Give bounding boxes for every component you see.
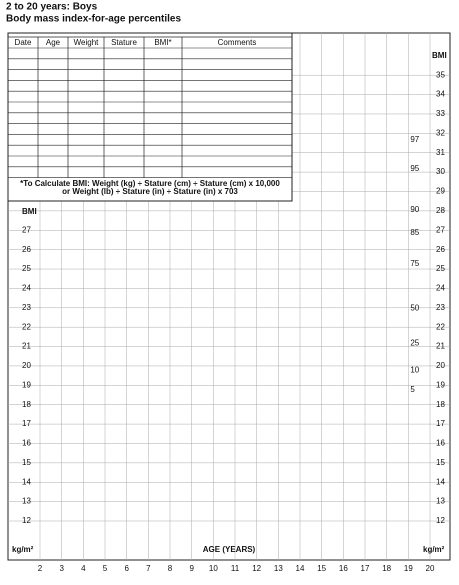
- x-tick-label: 4: [81, 564, 86, 573]
- y-tick-label-right: 32: [436, 128, 445, 137]
- curve-label: 97: [410, 135, 419, 144]
- x-tick-label: 10: [209, 564, 218, 573]
- x-tick-label: 13: [274, 564, 283, 573]
- x-tick-label: 3: [59, 564, 64, 573]
- y-unit: kg/m²: [12, 545, 34, 554]
- y-tick-label-right: 15: [436, 458, 445, 467]
- y-unit-right: kg/m²: [423, 545, 445, 554]
- y-tick-label-right: 13: [436, 497, 445, 506]
- curve-label: 50: [410, 304, 419, 313]
- x-tick-label: 20: [426, 564, 435, 573]
- y-tick-label-right: 26: [436, 245, 445, 254]
- y-tick-label-right: 35: [436, 70, 445, 79]
- curve-label: 95: [410, 164, 419, 173]
- x-tick-label: 17: [361, 564, 370, 573]
- y-tick-label: 27: [22, 225, 31, 234]
- curve-label: 10: [410, 366, 419, 375]
- curve-label: 85: [410, 228, 419, 237]
- y-tick-label-right: 33: [436, 109, 445, 118]
- y-tick-label: 25: [22, 264, 31, 273]
- y-tick-label-right: 12: [436, 516, 445, 525]
- y-axis-label: BMI: [22, 207, 37, 216]
- x-tick-label: 2: [38, 564, 43, 573]
- x-tick-label: 19: [404, 564, 413, 573]
- x-tick-label: 7: [146, 564, 151, 573]
- y-tick-label-right: 21: [436, 342, 445, 351]
- y-tick-label: 22: [22, 322, 31, 331]
- y-tick-label-right: 29: [436, 187, 445, 196]
- y-tick-label: 17: [22, 419, 31, 428]
- y-tick-label: 20: [22, 361, 31, 370]
- y-tick-label-right: 19: [436, 380, 445, 389]
- y-tick-label-right: 28: [436, 206, 445, 215]
- x-tick-label: 12: [252, 564, 261, 573]
- y-tick-label-right: 14: [436, 477, 445, 486]
- x-tick-label: 11: [231, 564, 240, 573]
- y-tick-label-right: 16: [436, 439, 445, 448]
- y-tick-label-right: 25: [436, 264, 445, 273]
- curve-label: 25: [410, 339, 419, 348]
- x-tick-label: 5: [103, 564, 108, 573]
- y-axis-label-right: BMI: [432, 51, 447, 60]
- y-tick-label: 16: [22, 439, 31, 448]
- y-tick-label-right: 18: [436, 400, 445, 409]
- y-tick-label-right: 20: [436, 361, 445, 370]
- curve-label: 5: [410, 385, 415, 394]
- y-tick-label-right: 31: [436, 148, 445, 157]
- y-tick-label-right: 30: [436, 167, 445, 176]
- y-tick-label: 14: [22, 477, 31, 486]
- y-tick-label: 23: [22, 303, 31, 312]
- y-tick-label: 18: [22, 400, 31, 409]
- x-tick-label: 8: [168, 564, 173, 573]
- chart-title: 2 to 20 years: Boys: [6, 2, 98, 13]
- x-tick-label: 9: [189, 564, 194, 573]
- curve-label: 75: [410, 259, 419, 268]
- y-tick-label-right: 27: [436, 225, 445, 234]
- y-tick-label: 12: [22, 516, 31, 525]
- y-tick-label-right: 24: [436, 284, 445, 293]
- table-header: Comments: [218, 38, 257, 47]
- x-axis-label: AGE (YEARS): [203, 545, 256, 554]
- table-header: BMI*: [154, 38, 171, 47]
- x-tick-label: 6: [124, 564, 129, 573]
- chart-subtitle: Body mass index-for-age percentiles: [6, 14, 181, 25]
- y-tick-label-right: 23: [436, 303, 445, 312]
- curve-label: 90: [410, 205, 419, 214]
- table-header: Date: [15, 38, 32, 47]
- formula-text: *To Calculate BMI: Weight (kg) ÷ Stature…: [20, 179, 280, 188]
- table-header: Stature: [111, 38, 137, 47]
- table-frame: [7, 32, 293, 202]
- y-tick-label-right: 22: [436, 322, 445, 331]
- y-tick-label-right: 34: [436, 90, 445, 99]
- y-tick-label: 24: [22, 284, 31, 293]
- y-tick-label-right: 17: [436, 419, 445, 428]
- x-tick-label: 14: [296, 564, 305, 573]
- x-tick-label: 18: [382, 564, 391, 573]
- y-tick-label: 13: [22, 497, 31, 506]
- x-tick-label: 16: [339, 564, 348, 573]
- y-tick-label: 26: [22, 245, 31, 254]
- y-tick-label: 15: [22, 458, 31, 467]
- x-tick-label: 15: [317, 564, 326, 573]
- y-tick-label: 19: [22, 380, 31, 389]
- record-table: Date Age Weight Stature BMI* Comments *To Calc…: [7, 32, 293, 202]
- table-header: Weight: [74, 38, 100, 47]
- formula-text: or Weight (lb) ÷ Stature (in) ÷ Stature …: [62, 187, 238, 196]
- table-header: Age: [46, 38, 61, 47]
- y-tick-label: 21: [22, 342, 31, 351]
